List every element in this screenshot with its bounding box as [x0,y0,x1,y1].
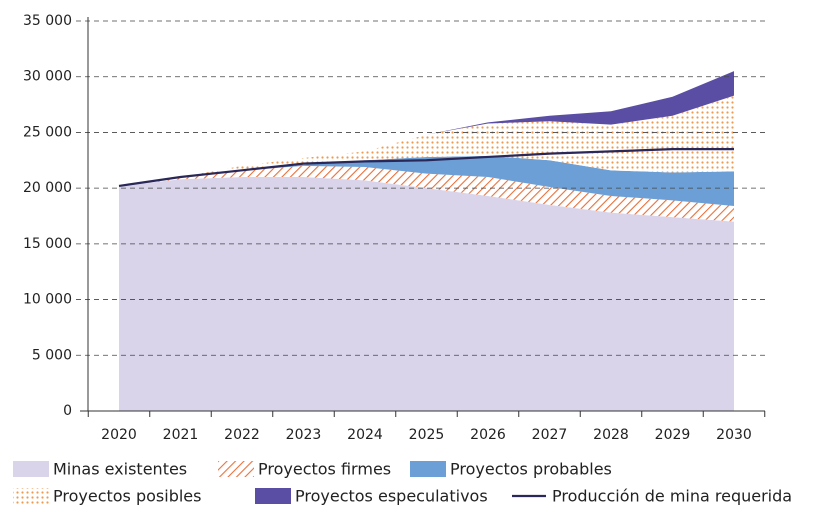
legend-swatch [13,461,49,477]
y-tick-label: 15 000 [23,236,72,252]
y-tick-label: 10 000 [23,292,72,308]
x-tick-label: 2025 [409,427,445,443]
x-tick-label: 2022 [224,427,260,443]
area [119,155,734,206]
y-tick-label: 30 000 [23,69,72,85]
x-tick-label: 2026 [470,427,506,443]
area [119,165,734,222]
x-tick-label: 2029 [655,427,691,443]
legend-swatch [218,461,254,477]
y-tick-label: 20 000 [23,180,72,196]
x-tick-label: 2021 [163,427,199,443]
legend-label: Proyectos posibles [53,487,201,506]
legend-swatch [255,488,291,504]
x-tick-label: 2024 [347,427,383,443]
y-tick-label: 5 000 [32,347,72,363]
x-tick-label: 2020 [101,427,137,443]
line [118,148,734,188]
legend-label: Proyectos especulativos [295,487,488,506]
legend-swatch [410,461,446,477]
x-tick-label: 2027 [532,427,568,443]
y-tick-label: 35 000 [23,13,72,29]
legend-label: Proyectos probables [450,460,612,479]
legend-swatch [13,488,49,504]
x-tick-label: 2028 [593,427,629,443]
x-tick-label: 2023 [286,427,322,443]
legend-label: Producción de mina requerida [552,487,792,506]
y-tick-label: 0 [63,403,72,419]
legend-label: Minas existentes [53,460,187,479]
legend-label: Proyectos firmes [258,460,391,479]
area [119,177,734,411]
x-tick-label: 2030 [716,427,752,443]
area [119,95,734,186]
y-tick-label: 25 000 [23,124,72,140]
